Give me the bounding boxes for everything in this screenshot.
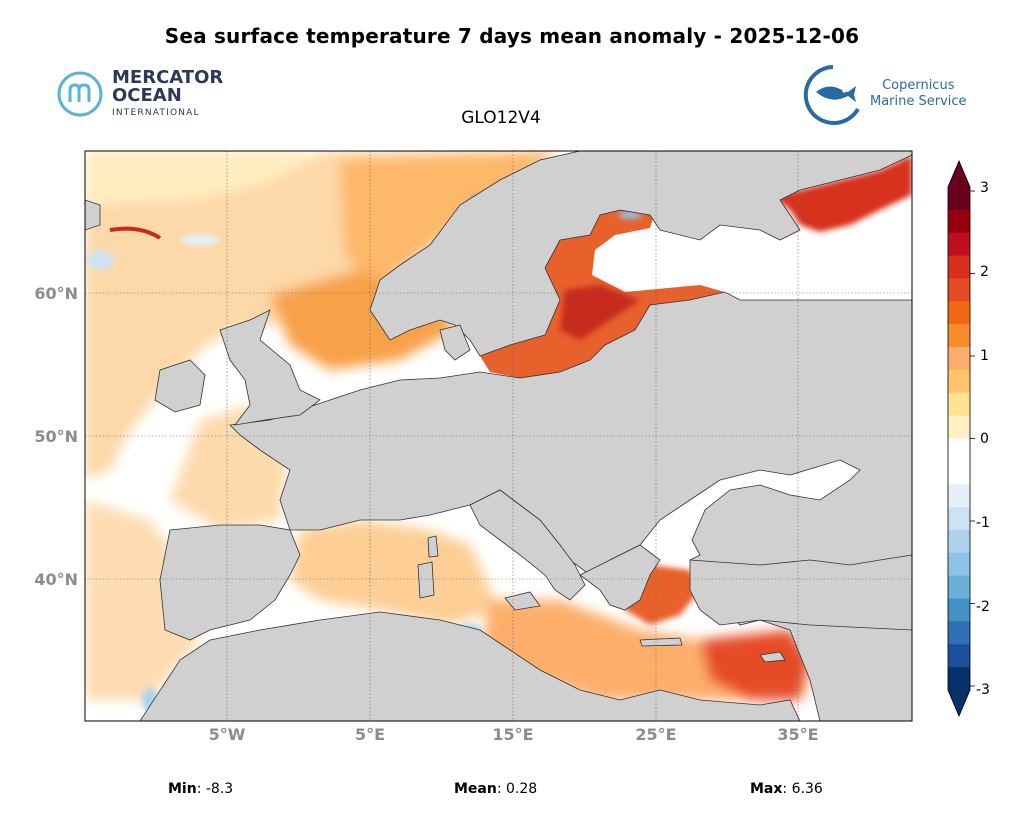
mercator-logo-icon [57,71,103,117]
colorbar-segment [948,529,970,554]
copernicus-line2: Marine Service [870,94,967,109]
copernicus-line1: Copernicus [882,78,955,93]
colorbar-outline [947,159,971,718]
colorbar-segment [948,301,970,325]
colorbar-segment [948,209,970,234]
lat-label-50n: 50°N [34,427,78,446]
colorbar-segment [948,621,970,645]
mercator-line2: OCEAN [112,85,182,106]
colorbar-tick-2: 2 [980,264,989,280]
colorbar-tick-neg1: -1 [976,515,990,531]
lon-label-35e: 35°E [777,725,818,744]
lon-label-5e: 5°E [355,725,385,744]
lon-label-15e: 15°E [492,725,533,744]
colorbar-segment [948,552,970,577]
colorbar-segment [948,644,970,668]
colorbar-segment [948,232,970,257]
barents-sea-anomaly [770,155,912,232]
mercator-line3: INTERNATIONAL [112,108,200,118]
colorbar-segment [948,415,970,439]
map-title: Sea surface temperature 7 days mean anom… [164,24,860,48]
colorbar-segment [948,392,970,417]
colorbar-segment [948,575,970,600]
fish-icon [803,65,860,125]
stat-min: Min: -8.3 [168,781,233,797]
colorbar-tick-neg3: -3 [976,682,990,698]
colorbar-segment [948,598,970,622]
stat-mean: Mean: 0.28 [454,781,537,797]
colorbar-extend-max [948,161,970,187]
lat-label-40n: 40°N [34,570,78,589]
lat-label-60n: 60°N [34,284,78,303]
map-frame [84,150,913,722]
colorbar-tick-neg2: -2 [976,599,990,615]
colorbar-segment [948,438,970,462]
land-masses [85,151,912,721]
colorbar-segment [948,369,970,394]
colorbar-segment [948,347,970,371]
colorbar-segment [948,461,970,485]
colorbar-segment [948,507,970,531]
stat-max-label: Max [750,781,783,797]
stat-max-value: : 6.36 [782,781,823,797]
colorbar-tick-0: 0 [980,431,989,447]
stat-mean-label: Mean [454,781,497,797]
colorbar-tick-3: 3 [980,180,989,196]
lon-label-25e: 25°E [635,725,676,744]
colorbar-segment [948,667,970,691]
model-name: GLO12V4 [461,108,541,128]
colorbar-extend-min [948,690,970,716]
colorbar-segment [948,484,970,508]
map-area [85,151,912,721]
colorbar-segment [948,278,970,302]
colorbar-segment [948,324,970,348]
stat-min-label: Min [168,781,197,797]
colorbar-tick-1: 1 [980,348,989,364]
colorbar-segment [948,187,970,211]
stat-max: Max: 6.36 [750,781,823,797]
mercator-line1: MERCATOR [112,67,224,88]
stat-mean-value: : 0.28 [496,781,538,797]
lon-label-5w: 5°W [209,725,246,744]
colorbar [947,159,975,718]
mercator-ocean-logo: MERCATOR OCEAN INTERNATIONAL [56,68,256,124]
stat-min-value: : -8.3 [196,781,234,797]
copernicus-marine-logo: Copernicus Marine Service [800,62,1000,128]
gridlines [85,151,912,721]
colorbar-segment [948,255,970,279]
